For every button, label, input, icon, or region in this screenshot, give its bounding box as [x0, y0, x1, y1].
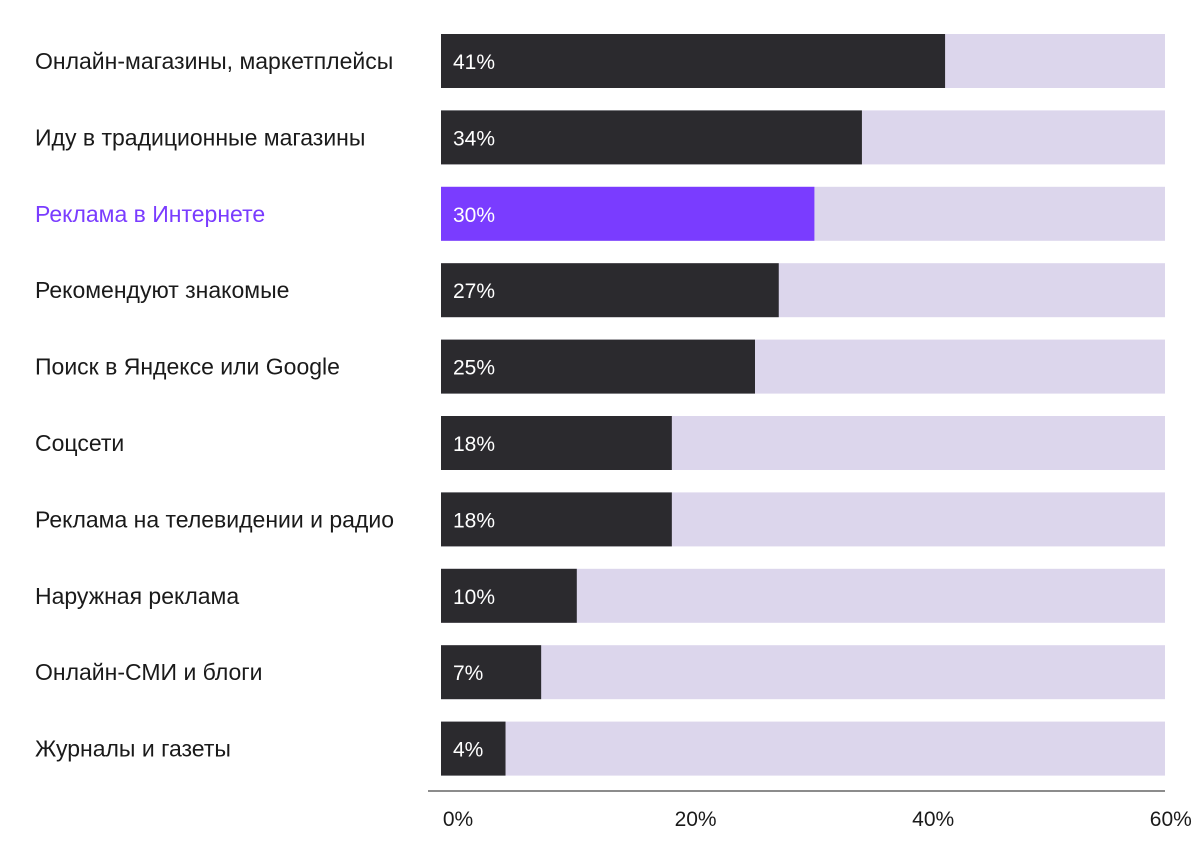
value-label: 7%: [453, 662, 483, 685]
x-tick-label: 20%: [675, 808, 717, 831]
x-tick-label: 60%: [1150, 808, 1192, 831]
category-label: Иду в традиционные магазины: [35, 124, 365, 150]
value-label: 34%: [453, 127, 495, 150]
category-label: Наружная реклама: [35, 583, 239, 609]
bar-track: [441, 645, 1165, 700]
category-label: Онлайн-магазины, маркетплейсы: [35, 48, 393, 74]
value-label: 41%: [453, 51, 495, 74]
bar: [441, 492, 672, 547]
bar: [441, 34, 946, 88]
value-label: 25%: [453, 357, 495, 380]
bar: [441, 263, 779, 318]
value-label: 30%: [453, 204, 495, 227]
category-label: Онлайн-СМИ и блоги: [35, 659, 263, 685]
category-label: Реклама в Интернете: [35, 201, 265, 227]
bar: [441, 721, 506, 776]
x-tick-label: 0%: [443, 808, 473, 831]
bar: [441, 416, 672, 470]
value-label: 4%: [453, 739, 483, 762]
bar: [441, 110, 862, 165]
bar: [441, 568, 577, 623]
category-label: Поиск в Яндексе или Google: [35, 354, 340, 380]
bar: [441, 645, 542, 700]
category-label: Журналы и газеты: [35, 736, 231, 762]
category-label: Рекомендуют знакомые: [35, 277, 289, 303]
category-label: Реклама на телевидении и радио: [35, 506, 394, 532]
value-label: 18%: [453, 509, 495, 532]
value-label: 18%: [453, 433, 495, 456]
x-tick-label: 40%: [912, 808, 954, 831]
category-label: Соцсети: [35, 430, 124, 456]
bar-highlight: [441, 186, 815, 241]
chart-rows: Онлайн-магазины, маркетплейсы 41% Иду в тр…: [35, 34, 1165, 776]
value-label: 10%: [453, 586, 495, 609]
value-label: 27%: [453, 280, 495, 303]
bar-track: [441, 721, 1165, 776]
bar: [441, 339, 755, 394]
x-axis: 0% 20% 40% 60%: [428, 790, 1192, 831]
